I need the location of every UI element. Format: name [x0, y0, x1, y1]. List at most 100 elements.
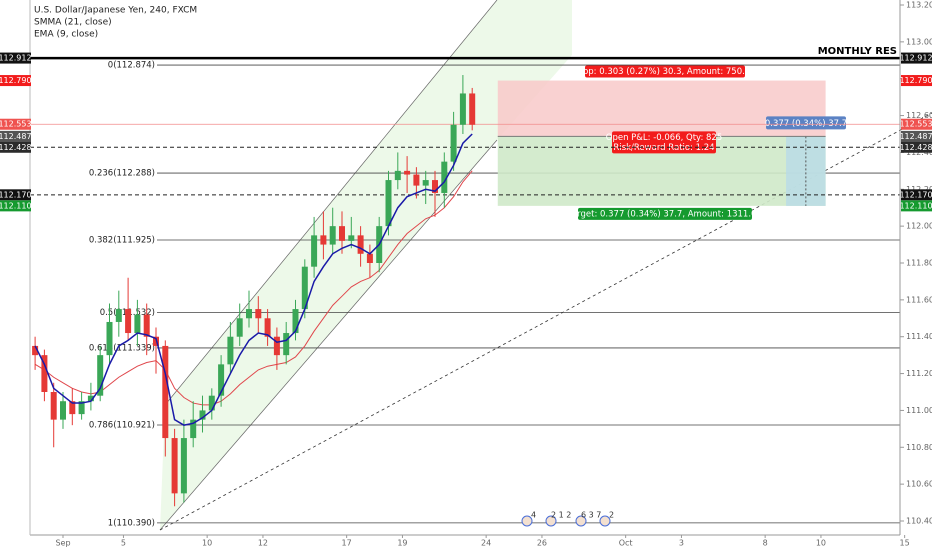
measure-label-bg	[766, 116, 846, 130]
candle-body	[273, 336, 280, 356]
ema-legend: EMA (9, close)	[34, 30, 98, 40]
candle-body	[134, 314, 141, 334]
x-tick-label: 10	[202, 539, 212, 548]
event-label: 4	[531, 511, 536, 520]
event-icon	[575, 515, 587, 527]
candle-body	[50, 392, 57, 420]
channel-lower	[159, 139, 498, 531]
price-tag: 112.110	[899, 201, 932, 210]
price-tag: 112.912	[0, 54, 32, 63]
price-tag-bg	[0, 75, 31, 87]
price-tag-bg	[0, 118, 31, 130]
fib-label: 0.236(112.288)	[89, 169, 155, 179]
candle-body	[106, 321, 113, 356]
price-tag: 112.110	[0, 201, 32, 210]
price-tag: 112.170	[899, 190, 932, 199]
y-tick-label: 113.000	[906, 37, 932, 46]
y-tick-label: 110.800	[906, 443, 932, 452]
price-tag: 112.428	[0, 143, 32, 152]
candle-body	[450, 124, 457, 162]
channel-fill	[160, 0, 572, 530]
x-tick-label: 3	[679, 539, 684, 548]
candle-body	[171, 438, 178, 494]
price-tag: 112.553	[899, 120, 932, 129]
candle-body	[236, 318, 243, 337]
candle-body	[32, 345, 39, 356]
fib-label: 1(110.390)	[108, 518, 155, 528]
price-tag: 112.428	[899, 143, 932, 152]
price-tag: 112.790	[0, 76, 32, 85]
price-tag: 112.912	[899, 54, 932, 63]
price-tag: 112.487	[0, 132, 32, 141]
event-icon	[521, 515, 533, 527]
candle-body	[227, 336, 234, 365]
candle-body	[441, 161, 448, 193]
candle-body	[115, 309, 122, 322]
x-tick-label: 24	[481, 539, 491, 548]
y-tick-label: 111.200	[906, 369, 932, 378]
price-tag: 112.170	[0, 190, 32, 199]
pnl-label-bg	[612, 131, 716, 154]
measure-box	[786, 136, 826, 206]
price-tag-bg	[901, 75, 932, 87]
candle-body	[339, 226, 345, 241]
candle-body	[78, 401, 85, 415]
x-tick-label: 10	[816, 539, 826, 548]
x-tick-label: 17	[342, 539, 352, 548]
candle-body	[394, 170, 401, 181]
event-label: 2	[609, 511, 614, 520]
price-tag-bg	[0, 189, 31, 201]
candle-body	[218, 364, 225, 396]
y-tick-label: 112.000	[906, 222, 932, 231]
candle-body	[143, 314, 150, 337]
event-icon	[599, 515, 611, 527]
candle-body	[413, 174, 420, 186]
candle-body	[301, 266, 308, 310]
x-tick-label: 12	[258, 539, 268, 548]
stop-label: Stop: 0.303 (0.27%) 30.3, Amount: 750.02	[574, 67, 755, 77]
trend-line	[159, 112, 932, 531]
candle-body	[404, 170, 411, 175]
candle-body	[459, 93, 466, 125]
price-tag-bg	[901, 52, 932, 64]
resistance-label: MONTHLY RES	[818, 46, 897, 57]
candle-body	[283, 333, 290, 356]
candle-body	[69, 401, 76, 415]
price-tag: 112.487	[899, 132, 932, 141]
candle-body	[329, 226, 336, 245]
candle-body	[432, 180, 438, 193]
y-tick-label: 112.200	[906, 185, 932, 194]
price-tag-bg	[0, 52, 31, 64]
x-tick-label: 15	[900, 539, 910, 548]
x-tick-label: 26	[537, 539, 547, 548]
event-icons: 4 2 1 2 6 3 7 2	[521, 511, 614, 527]
smma-legend: SMMA (21, close)	[34, 18, 112, 28]
candle-body	[208, 395, 215, 411]
target-label-bg	[578, 207, 752, 220]
event-label: 6 3 7	[581, 511, 601, 520]
fib-label: 0.618(111.339)	[89, 343, 155, 353]
y-tick-label: 111.800	[906, 259, 932, 268]
candle-body	[357, 235, 364, 254]
stop-label-bg	[585, 65, 745, 78]
symbol: U.S. Dollar/Japanese Yen, 240, FXCM	[34, 6, 197, 16]
y-tick-label: 111.400	[906, 332, 932, 341]
candle-body	[125, 309, 132, 334]
x-tick-label: 5	[121, 539, 126, 548]
candle-body	[41, 355, 48, 392]
fib-label: 0.382(111.925)	[89, 235, 155, 245]
price-tag-bg	[901, 189, 932, 201]
fib-label: 0.786(110.921)	[89, 420, 155, 430]
price-tag-bg	[901, 200, 932, 212]
candle-body	[246, 309, 252, 319]
ema-line	[34, 133, 473, 426]
candle-body	[320, 235, 327, 245]
y-tick-label: 110.600	[906, 480, 932, 489]
pnl-label: Open P&L: -0.066, Qty: 825	[606, 133, 723, 143]
candle-body	[180, 438, 187, 494]
y-tick-label: 110.400	[906, 517, 932, 526]
price-tag-bg	[901, 118, 932, 130]
candle-body	[385, 180, 392, 227]
price-tag-bg	[901, 130, 932, 142]
